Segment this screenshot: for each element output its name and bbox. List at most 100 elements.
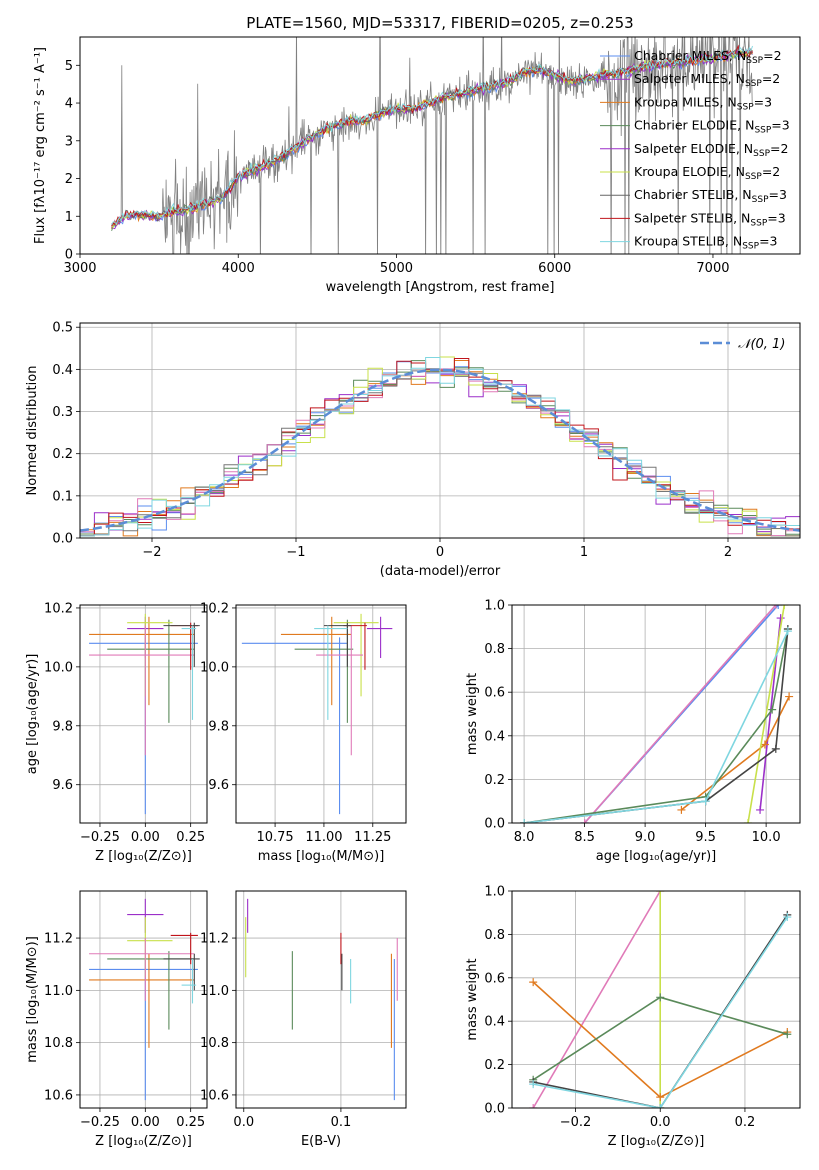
weight-line <box>533 916 788 1108</box>
y-tick-label: 11.0 <box>44 984 73 999</box>
y-tick-label: 0.6 <box>484 971 505 986</box>
y-tick-label: 0.6 <box>484 686 505 701</box>
axes-frame <box>511 890 801 1109</box>
weight-marker <box>656 891 665 895</box>
y-tick-label: 2 <box>65 172 73 187</box>
legend-label: Kroupa ELODIE, NSSP=2 <box>634 164 780 182</box>
weight-marker <box>756 805 765 814</box>
mass_vs_ebv-panel: 0.0 0.1 10.6 10.8 11.0 11.2 E(B-V) <box>200 890 407 1149</box>
gaussian-curve <box>79 368 801 532</box>
weight_vs_age-panel: 8.0 8.5 9.0 9.5 10.0 0.0 0.2 0.4 0.6 0.8 1.0 age [l… <box>465 599 801 864</box>
x-axis-label: (data-model)/error <box>380 564 501 579</box>
weight-marker <box>743 819 752 823</box>
weight_vs_Z-panel: −0.2 0.0 0.2 0.0 0.2 0.4 0.6 0.8 1.0 Z [log₁₀(Z/Z… <box>465 885 801 1149</box>
y-tick-label: 10.0 <box>44 660 73 675</box>
weight-marker <box>677 805 686 814</box>
weight-marker <box>580 819 589 823</box>
age_vs_Z-panel: −0.25 0.00 0.25 9.6 9.8 10.0 10.2 Z [log₁₀(Z/Z⊙… <box>25 601 208 864</box>
x-tick-label: 0.00 <box>131 1115 160 1130</box>
x-tick-label: 6000 <box>538 261 571 276</box>
figure-title: PLATE=1560, MJD=53317, FIBERID=0205, z=0… <box>246 14 633 32</box>
weight-line <box>524 630 789 823</box>
legend-label: Chabrier MILES, NSSP=2 <box>634 48 782 66</box>
y-tick-label: 0.8 <box>484 928 505 943</box>
x-tick-label: 0.25 <box>176 1115 205 1130</box>
y-tick-label: 0.3 <box>52 405 73 420</box>
y-tick-label: 9.6 <box>208 778 229 793</box>
y-tick-label: 1.0 <box>484 599 505 614</box>
x-tick-label: 11.25 <box>354 830 391 845</box>
y-tick-label: 9.8 <box>208 719 229 734</box>
x-tick-label: 3000 <box>63 261 96 276</box>
x-axis-label: Z [log₁₀(Z/Z⊙)] <box>95 1134 192 1149</box>
x-tick-label: 7000 <box>696 261 729 276</box>
y-tick-label: 1 <box>65 210 73 225</box>
weight-marker <box>774 605 783 609</box>
y-axis-label: mass weight <box>465 673 480 755</box>
x-tick-label: 10.75 <box>256 830 293 845</box>
x-tick-label: 9.5 <box>695 830 716 845</box>
y-axis-label: Flux [fλ10⁻¹⁷ erg cm⁻² s⁻¹ A⁻¹] <box>33 47 48 244</box>
histogram-series <box>80 357 800 537</box>
weight-marker <box>783 913 792 922</box>
model-line <box>111 45 753 226</box>
weight-marker <box>771 605 780 609</box>
x-tick-label: 10.0 <box>752 830 781 845</box>
x-tick-label: 0.0 <box>233 1115 254 1130</box>
x-axis-label: Z [log₁₀(Z/Z⊙)] <box>608 1134 705 1149</box>
residuals-panel: −2 −1 0 1 2 0.0 0.1 0.2 0.3 0.4 0.5 (data-model)/er… <box>25 321 801 579</box>
axes-frame <box>79 604 208 824</box>
weight-marker <box>776 614 785 623</box>
x-tick-label: −0.25 <box>80 1115 120 1130</box>
weight-marker <box>785 692 794 701</box>
spectrum-data-line <box>111 37 753 254</box>
axes-frame <box>79 36 801 255</box>
x-tick-label: 0.00 <box>131 830 160 845</box>
x-axis-label: wavelength [Angstrom, rest frame] <box>326 280 555 295</box>
weight-marker <box>701 797 710 806</box>
x-axis-label: mass [log₁₀(M/M⊙)] <box>258 849 385 864</box>
y-tick-label: 0.4 <box>484 1015 505 1030</box>
weight-marker <box>656 993 665 1002</box>
weight-line <box>680 696 790 811</box>
weight-line <box>747 605 786 823</box>
weight-marker <box>520 819 529 823</box>
weight-marker <box>529 978 538 987</box>
x-tick-label: 11.00 <box>305 830 342 845</box>
y-tick-label: 1.0 <box>484 885 505 900</box>
x-tick-label: −0.2 <box>560 1115 592 1130</box>
y-tick-label: 10.0 <box>200 660 229 675</box>
x-tick-label: −0.25 <box>80 830 120 845</box>
x-tick-label: 0 <box>436 545 444 560</box>
weight-marker <box>656 1104 665 1108</box>
y-tick-label: 10.8 <box>44 1036 73 1051</box>
weight-marker <box>783 627 792 636</box>
y-axis-label: Normed distribution <box>25 366 40 496</box>
weight-line <box>524 628 789 823</box>
y-axis-label: age [log₁₀(age/yr)] <box>25 654 40 775</box>
weight-marker <box>780 605 789 609</box>
y-tick-label: 11.2 <box>200 932 229 947</box>
y-tick-label: 0.0 <box>484 817 505 832</box>
y-tick-label: 11.0 <box>200 984 229 999</box>
legend: 𝒩(0, 1) <box>700 337 785 352</box>
y-tick-label: 0.2 <box>484 773 505 788</box>
x-tick-label: 1 <box>580 545 588 560</box>
y-tick-label: 0.1 <box>52 489 73 504</box>
x-tick-label: 5000 <box>380 261 413 276</box>
legend-label: Salpeter STELIB, NSSP=3 <box>634 210 786 228</box>
y-tick-label: 0.5 <box>52 321 73 336</box>
y-tick-label: 10.2 <box>200 601 229 616</box>
legend: Chabrier MILES, NSSP=2 Salpeter MILES, NS… <box>600 48 790 252</box>
y-tick-label: 5 <box>65 59 73 74</box>
x-axis-label: Z [log₁₀(Z/Z⊙)] <box>95 849 192 864</box>
y-tick-label: 10.6 <box>200 1088 229 1103</box>
legend-label: Kroupa MILES, NSSP=3 <box>634 94 772 112</box>
axes-frame <box>79 322 801 539</box>
weight-marker <box>768 705 777 714</box>
y-tick-label: 0.2 <box>52 447 73 462</box>
y-tick-label: 0.2 <box>484 1058 505 1073</box>
weight-marker <box>771 744 780 753</box>
legend-label: Salpeter MILES, NSSP=2 <box>634 71 780 89</box>
y-tick-label: 9.6 <box>52 778 73 793</box>
